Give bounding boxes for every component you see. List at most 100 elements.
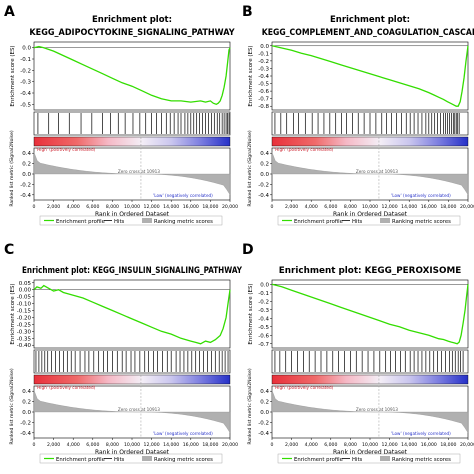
legend-label-metric: Ranking metric scores — [154, 457, 213, 463]
chart-title-line2: Enrichment plot: KEGG_PEROXISOME — [279, 266, 462, 276]
chart-title-line2: KEGG_COMPLEMENT_AND_COAGULATION_CASCAD — [262, 28, 474, 38]
metric-y-tick-label: -0.4 — [258, 431, 269, 437]
es-y-tick-label: -0.2 — [258, 299, 269, 305]
legend-swatch-metric — [380, 456, 390, 461]
legend-box — [277, 453, 461, 464]
x-tick-label: 8,000 — [344, 442, 357, 448]
es-y-tick-label: 0.0 — [22, 46, 31, 52]
legend-label-hits: Hits — [114, 219, 125, 225]
x-tick-label: 14,000 — [401, 204, 417, 210]
x-tick-label: 8,000 — [106, 442, 119, 448]
metric-y-tick-label: -0.2 — [258, 420, 269, 426]
legend-label-hits: Hits — [352, 457, 363, 463]
ranking-heat-bar — [271, 136, 469, 147]
metric-y-tick-label: 0.0 — [22, 172, 31, 178]
x-axis-label: Rank in Ordered Dataset — [333, 449, 408, 456]
legend-label-enrichment: Enrichment profile — [56, 457, 105, 463]
legend-label-enrichment: Enrichment profile — [294, 219, 343, 225]
x-tick-label: 18,000 — [440, 442, 456, 448]
x-tick-label: 0 — [271, 204, 274, 210]
es-y-tick-label: -0.1 — [258, 51, 269, 57]
panel-b: B Enrichment plot: KEGG_COMPLEMENT_AND_COA… — [242, 4, 474, 226]
ranking-metric-area — [271, 390, 469, 434]
es-y-axis-label: Enrichment score (ES) — [248, 45, 254, 106]
legend-swatch-metric — [142, 456, 152, 461]
es-y-tick-label: -0.7 — [258, 342, 269, 348]
ranking-heat-bar — [33, 136, 231, 147]
es-y-tick-label: -0.40 — [17, 343, 32, 349]
legend-label-hits: Hits — [352, 219, 363, 225]
x-tick-label: 16,000 — [183, 204, 199, 210]
high-correlated-label: 'High' (positively correlated) — [36, 385, 96, 390]
es-y-tick-label: -0.25 — [17, 322, 32, 328]
es-y-tick-label: -0.2 — [258, 59, 269, 65]
metric-y-tick-label: 0.0 — [260, 410, 269, 416]
x-tick-label: 4,000 — [305, 204, 318, 210]
es-plot-frame — [271, 279, 469, 349]
es-y-tick-label: -0.6 — [258, 333, 269, 339]
x-tick-label: 0 — [33, 442, 36, 448]
high-correlated-label: 'High' (positively correlated) — [274, 385, 334, 390]
metric-y-tick-label: -0.2 — [20, 182, 31, 188]
x-tick-label: 16,000 — [421, 442, 437, 448]
x-tick-label: 8,000 — [344, 204, 357, 210]
legend-label-metric: Ranking metric scores — [154, 219, 213, 225]
panel-letter: D — [242, 242, 254, 258]
zero-cross-label: Zero cross at 10913 — [118, 169, 160, 174]
panel-letter: C — [4, 242, 14, 258]
enrichment-profile-line — [33, 284, 231, 345]
x-tick-label: 10,000 — [124, 442, 140, 448]
metric-y-axis-label: Ranked list metric (Signal2Noise) — [247, 130, 253, 207]
x-tick-label: 6,000 — [86, 204, 99, 210]
panel-letter: B — [242, 4, 253, 20]
x-tick-label: 4,000 — [305, 442, 318, 448]
x-tick-label: 12,000 — [382, 204, 398, 210]
es-y-axis-label: Enrichment score (ES) — [10, 283, 16, 344]
es-plot-frame — [271, 41, 469, 111]
ranking-heat-bar — [33, 374, 231, 385]
es-y-tick-label: -0.10 — [17, 302, 32, 308]
es-y-axis-label: Enrichment score (ES) — [10, 45, 16, 106]
x-tick-label: 2,000 — [47, 204, 60, 210]
es-y-tick-label: -0.35 — [17, 336, 32, 342]
x-tick-label: 16,000 — [421, 204, 437, 210]
x-tick-label: 12,000 — [144, 442, 160, 448]
x-tick-label: 20,000 — [222, 204, 238, 210]
es-y-tick-label: 0.0 — [260, 282, 269, 288]
es-y-tick-label: -0.30 — [17, 329, 32, 335]
enrichment-profile-line — [271, 283, 469, 345]
es-y-tick-label: -0.3 — [258, 66, 269, 72]
legend-label-hits: Hits — [114, 457, 125, 463]
metric-y-tick-label: 0.4 — [260, 389, 269, 395]
x-tick-label: 4,000 — [67, 442, 80, 448]
metric-y-tick-label: 0.4 — [260, 151, 269, 157]
legend-label-metric: Ranking metric scores — [392, 219, 451, 225]
legend-box — [39, 453, 223, 464]
enrichment-profile-line — [33, 45, 231, 106]
ranking-metric-area — [33, 390, 231, 434]
x-tick-label: 2,000 — [47, 442, 60, 448]
x-tick-label: 12,000 — [144, 204, 160, 210]
high-correlated-label: 'High' (positively correlated) — [274, 147, 334, 152]
legend-box — [277, 215, 461, 226]
chart-title-line1: Enrichment plot: — [330, 15, 410, 25]
x-tick-label: 14,000 — [401, 442, 417, 448]
x-tick-label: 6,000 — [324, 442, 337, 448]
es-plot-frame — [33, 279, 231, 349]
metric-y-tick-label: 0.4 — [22, 151, 31, 157]
es-y-tick-label: -0.15 — [17, 309, 32, 315]
legend-label-enrichment: Enrichment profile — [56, 219, 105, 225]
es-y-tick-label: -0.5 — [258, 82, 269, 88]
chart-title-line1: Enrichment plot: — [92, 15, 172, 25]
legend-swatch-metric — [380, 218, 390, 223]
x-tick-label: 0 — [271, 442, 274, 448]
metric-y-tick-label: 0.2 — [260, 400, 269, 406]
x-tick-label: 16,000 — [183, 442, 199, 448]
legend-label-metric: Ranking metric scores — [392, 457, 451, 463]
x-tick-label: 4,000 — [67, 204, 80, 210]
es-y-tick-label: 0.05 — [19, 281, 32, 287]
chart-title-line2: KEGG_ADIPOCYTOKINE_SIGNALING_PATHWAY — [29, 28, 235, 38]
metric-y-tick-label: -0.4 — [20, 193, 31, 199]
x-tick-label: 10,000 — [124, 204, 140, 210]
x-tick-label: 14,000 — [163, 442, 179, 448]
